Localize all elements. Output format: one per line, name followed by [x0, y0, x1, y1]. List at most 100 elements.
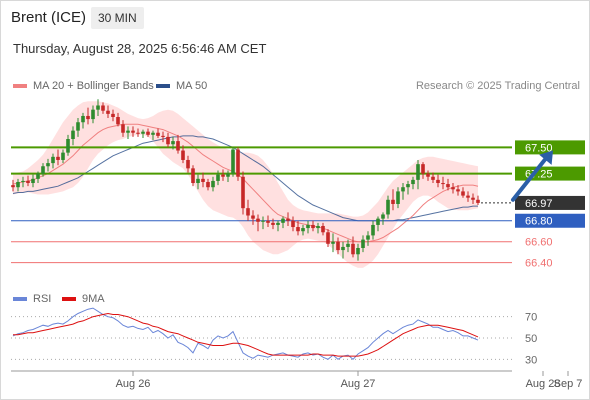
x-tick-label-2: Aug 28 [526, 378, 561, 390]
candle-body-74 [381, 214, 385, 219]
rsi-swatch [13, 297, 27, 301]
ma50-line [12, 135, 478, 222]
candle-body-7 [46, 163, 50, 167]
candle-body-59 [306, 224, 310, 229]
candle-body-77 [396, 191, 400, 204]
instrument-title: Brent (ICE) [11, 9, 87, 26]
rsi-ma-line [13, 312, 479, 357]
candle-body-53 [276, 222, 280, 225]
candle-body-51 [266, 220, 270, 223]
rsi-tick-70: 70 [525, 312, 537, 324]
candle-body-84 [431, 176, 435, 180]
candle-body-15 [86, 115, 90, 120]
ma20-line [12, 123, 479, 243]
candle-body-68 [351, 243, 355, 255]
candle-body-43 [226, 173, 230, 177]
candle-body-66 [341, 246, 345, 251]
level-tag-66.97 [515, 195, 585, 210]
level-label-66.80: 66.80 [525, 216, 553, 228]
forecast-arrow-head [539, 150, 553, 165]
candle-body-25 [136, 132, 140, 134]
rsi-tick-50: 50 [525, 333, 537, 345]
candle-body-16 [91, 109, 95, 120]
timestamp: Thursday, August 28, 2025 6:56:46 AM CET [13, 41, 267, 56]
candle-body-18 [101, 105, 105, 111]
candle-body-10 [61, 152, 65, 160]
candle-body-92 [471, 197, 475, 200]
candle-body-41 [216, 174, 220, 181]
candle-body-52 [271, 222, 275, 225]
candle-body-90 [461, 191, 465, 196]
rsi-line [12, 307, 479, 360]
candle-body-87 [446, 184, 450, 188]
candle-body-88 [451, 187, 455, 190]
candle-body-39 [206, 181, 210, 188]
x-tick-label-3: Sep 7 [554, 378, 583, 390]
candle-body-0 [11, 185, 15, 188]
candle-body-86 [441, 183, 445, 185]
candle-body-34 [181, 150, 185, 160]
interval-badge[interactable]: 30 MIN [91, 7, 144, 29]
rsi-ma-swatch [62, 297, 76, 301]
candle-body-57 [296, 227, 300, 232]
candle-body-93 [476, 199, 480, 203]
candle-body-73 [376, 218, 380, 225]
candle-body-61 [316, 225, 320, 229]
candle-body-80 [411, 179, 415, 185]
candle-body-89 [456, 189, 460, 192]
candle-body-76 [391, 199, 395, 204]
level-label-66.97: 66.97 [525, 198, 553, 210]
candle-body-81 [416, 164, 420, 180]
candle-body-2 [21, 180, 25, 182]
candle-body-67 [346, 243, 350, 247]
candle-body-48 [251, 215, 255, 219]
candle-body-38 [201, 178, 205, 182]
candle-body-50 [261, 220, 265, 222]
candle-body-79 [406, 184, 410, 188]
candle-body-33 [176, 141, 180, 151]
candle-body-63 [326, 232, 330, 244]
candle-body-29 [156, 132, 160, 136]
candle-body-21 [116, 117, 120, 125]
candle-body-14 [81, 115, 85, 123]
candle-body-35 [186, 159, 190, 169]
candle-body-4 [31, 178, 35, 184]
forecast-arrow-shaft [511, 152, 551, 202]
candle-body-37 [196, 178, 200, 184]
candle-body-40 [211, 180, 215, 188]
candle-body-28 [151, 132, 155, 135]
candle-body-75 [386, 199, 390, 215]
candle-body-49 [256, 218, 260, 222]
level-label-66.40: 66.40 [525, 258, 553, 270]
candle-body-19 [106, 110, 110, 114]
candle-body-11 [66, 139, 70, 153]
candle-body-46 [241, 176, 245, 209]
candle-body-9 [56, 156, 60, 160]
level-tag-66.80 [515, 213, 585, 228]
candle-body-45 [236, 149, 240, 177]
candle-body-91 [466, 195, 470, 198]
candle-body-71 [366, 235, 370, 240]
candle-body-56 [291, 220, 295, 228]
legend-rsi-ma-label: 9MA [82, 293, 105, 305]
candle-body-32 [171, 141, 175, 145]
candle-body-1 [16, 181, 20, 188]
candle-body-62 [321, 225, 325, 233]
candle-body-42 [221, 174, 225, 177]
candle-body-20 [111, 113, 115, 118]
level-tag-67.50 [515, 140, 585, 155]
candle-body-72 [371, 224, 375, 236]
candle-body-85 [436, 179, 440, 184]
candle-body-83 [426, 173, 430, 177]
candle-body-23 [126, 130, 130, 133]
bollinger-band [13, 101, 478, 268]
x-tick-label-1: Aug 27 [341, 378, 376, 390]
attribution: Research © 2025 Trading Central [415, 80, 580, 92]
legend-rsi: RSI [13, 293, 51, 305]
ma50-swatch [156, 84, 170, 88]
candle-body-54 [281, 218, 285, 223]
rsi-tick-30: 30 [525, 354, 537, 366]
candle-body-17 [96, 105, 100, 110]
legend-ma20-label: MA 20 + Bollinger Bands [33, 80, 154, 92]
candle-body-30 [161, 135, 165, 137]
